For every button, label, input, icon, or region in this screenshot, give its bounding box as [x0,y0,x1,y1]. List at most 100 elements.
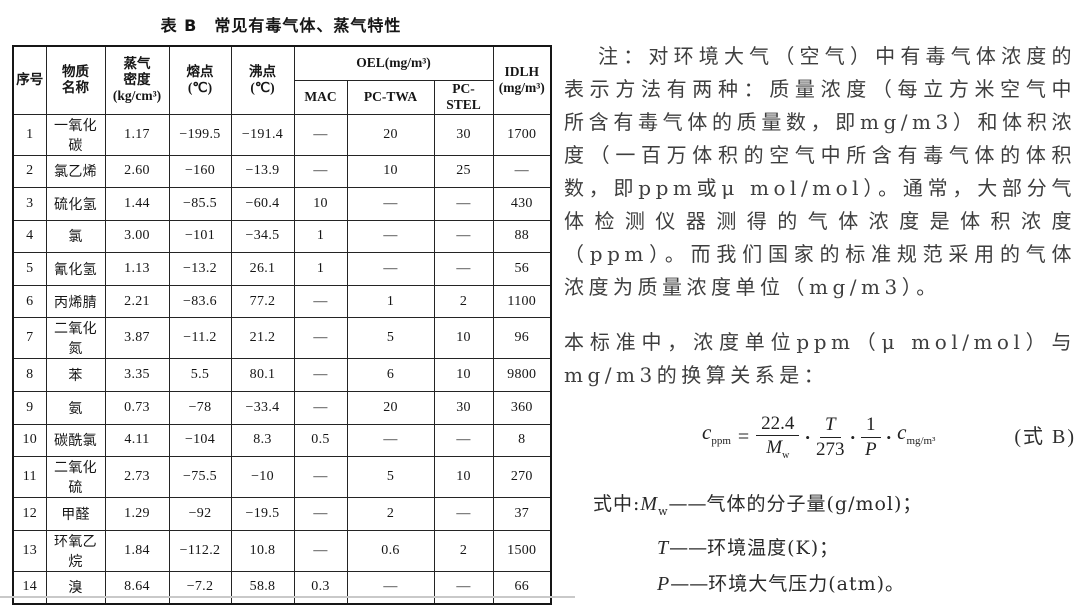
cell-stel: — [433,187,494,221]
table-row: 12 甲醛 1.29 −92 −19.5—2—37 [12,497,552,531]
cell-twa: 5 [346,456,435,499]
cell-idlh: 1700 [492,113,552,156]
definition-pressure: P——环境大气压力(atm)。 [564,566,1076,602]
table-row: 6 丙烯腈 2.21 −83.6 77.2—1 2 1100 [12,284,552,319]
conversion-formula: cppm = 22.4 Mw • T 273 • 1 P • cmg/m³ (式… [564,408,1076,466]
cell-name: 一氧化碳 [45,113,106,156]
formula-lhs-symbol: c [702,419,712,444]
multiplication-dot: • [886,429,892,445]
table-row: 4 氯 3.00 −101 −34.5 1— —88 [12,219,552,254]
multiplication-dot: • [850,429,856,445]
cell-no: 7 [12,317,47,360]
cell-name: 硫化氢 [45,187,106,221]
cell-boiling: 80.1 [230,358,295,393]
cell-stel: 30 [433,113,494,156]
cell-melting: −78 [168,391,232,425]
cell-mac: — [293,497,348,531]
cell-boiling: −34.5 [230,219,295,254]
cell-stel: 2 [433,529,494,572]
col-header-pc-twa: PC-TWA [346,79,435,115]
definition-text: 环境温度(K)； [707,536,840,559]
cell-twa: 1 [346,284,435,319]
cell-mac: 10 [293,187,348,221]
cell-stel: — [433,423,494,458]
toxic-gas-table: 序号 物质 名称 蒸气 密度 (kg/cm³) 熔点 (℃) 沸点 (℃) OE… [12,45,553,605]
cell-density: 2.21 [104,284,170,319]
cell-stel: — [433,219,494,254]
cell-twa: 10 [346,154,435,189]
cell-density: 1.44 [104,187,170,221]
cell-no: 13 [12,529,47,572]
table-row: 13 环氧乙烷 1.84 −112.2 10.8—0.6 2 1500 [12,529,552,572]
fraction-temperature: T 273 [816,414,845,460]
cell-density: 3.87 [104,317,170,360]
note-section: 注：对环境大气（空气）中有毒气体浓度的表示方法有两种：质量浓度（每立方米空气中所… [564,40,1076,602]
cell-melting: −92 [168,497,232,531]
cell-name: 二氧化硫 [45,456,106,499]
cell-idlh: 8 [492,423,552,458]
multiplication-dot: • [805,429,810,445]
cell-boiling: −33.4 [230,391,295,425]
table-row: 14 溴 8.64 −7.2 58.8 0.3— —66 [12,570,552,605]
cell-no: 3 [12,187,47,221]
cell-no: 4 [12,219,47,254]
formula-rhs-subscript: mg/m³ [906,435,936,448]
cell-name: 溴 [45,570,106,605]
cell-melting: −101 [168,219,232,254]
cell-idlh: 37 [492,497,552,531]
cell-melting: −85.5 [168,187,232,221]
fraction-molar-volume: 22.4 Mw [756,413,800,461]
table-row: 8 苯 3.35 5.5 80.1—6 10 9800 [12,358,552,393]
cell-density: 1.84 [104,529,170,572]
cell-density: 0.73 [104,391,170,425]
table-row: 11 二氧化硫 2.73 −75.5 −10—5 10 270 [12,456,552,499]
table-row: 1 一氧化碳 1.17 −199.5 −191.4—20 30 1700 [12,113,552,156]
cell-density: 8.64 [104,570,170,605]
cell-mac: — [293,284,348,319]
fraction-denominator: Mw [766,436,789,461]
table-row: 7 二氧化氮 3.87 −11.2 21.2—5 10 96 [12,317,552,360]
col-header-idlh: IDLH (mg/m³) [492,45,552,115]
cell-mac: — [293,358,348,393]
cell-boiling: 77.2 [230,284,295,319]
cell-name: 氨 [45,391,106,425]
cell-boiling: −60.4 [230,187,295,221]
cell-idlh: 270 [492,456,552,499]
definition-dash: —— [670,572,709,595]
cell-mac: 0.3 [293,570,348,605]
cell-idlh: — [492,154,552,189]
cell-idlh: 96 [492,317,552,360]
cell-density: 1.13 [104,252,170,286]
conversion-intro-paragraph: 本标准中，浓度单位ppm（μ mol/mol）与mg/m3的换算关系是： [564,330,1076,387]
cell-stel: — [433,252,494,286]
temperature-symbol: T [824,414,836,436]
cell-density: 3.00 [104,219,170,254]
table-row: 2 氯乙烯 2.60 −160 −13.9—10 25— [12,154,552,189]
cell-density: 3.35 [104,358,170,393]
molar-mass-subscript: w [782,449,790,461]
cell-mac: — [293,391,348,425]
fraction-denominator: 273 [815,438,845,460]
col-header-pc-stel: PC-STEL [433,79,494,115]
cell-twa: 5 [346,317,435,360]
cell-density: 2.60 [104,154,170,189]
cell-boiling: −13.9 [230,154,295,189]
fraction-denominator: P [865,438,877,460]
cell-no: 11 [12,456,47,499]
cell-name: 氰化氢 [45,252,106,286]
cell-twa: — [346,187,435,221]
cell-melting: −112.2 [168,529,232,572]
cell-twa: — [346,252,435,286]
cell-twa: — [346,219,435,254]
cell-melting: −160 [168,154,232,189]
cell-name: 碳酰氯 [45,423,106,458]
cell-no: 1 [12,113,47,156]
table-row: 10 碳酰氯 4.11 −104 8.3 0.5— —8 [12,423,552,458]
cell-mac: — [293,456,348,499]
molar-mass-symbol: Mw [640,493,669,518]
cell-mac: — [293,317,348,360]
cell-idlh: 360 [492,391,552,425]
cell-idlh: 1100 [492,284,552,319]
cell-density: 1.29 [104,497,170,531]
cell-name: 甲醛 [45,497,106,531]
